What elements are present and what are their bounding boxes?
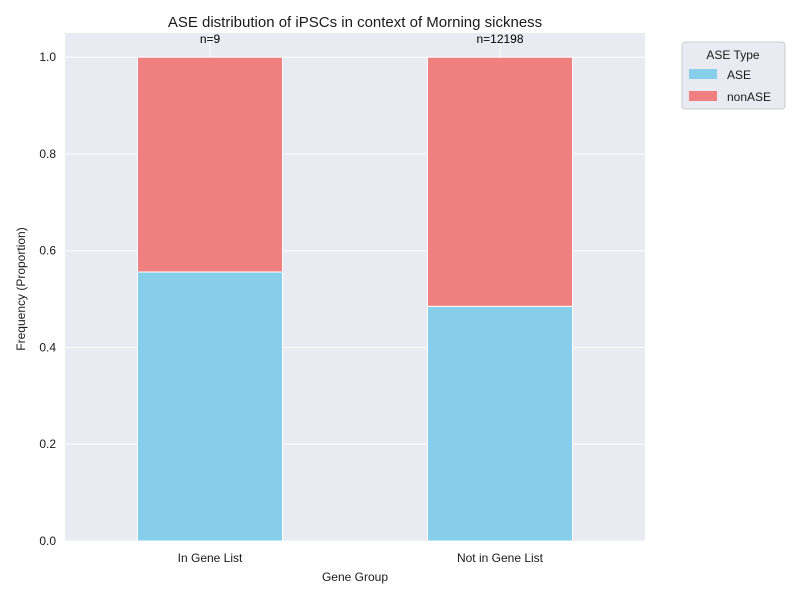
y-ticks: 0.0 0.2 0.4 0.6 0.8 1.0	[39, 50, 56, 548]
bar-nonase-1	[427, 56, 573, 307]
y-axis-label: Frequency (Proportion)	[14, 227, 28, 350]
legend-label-nonase: nonASE	[727, 90, 771, 104]
y-tick-label: 0.8	[39, 147, 56, 161]
x-axis-label: Gene Group	[322, 570, 388, 584]
legend-swatch-ase	[689, 69, 717, 79]
chart-title: ASE distribution of iPSCs in context of …	[168, 14, 542, 31]
legend-swatch-nonase	[689, 91, 717, 101]
x-ticks: In Gene List Not in Gene List	[178, 551, 544, 565]
y-tick-label: 0.4	[39, 340, 56, 354]
bar-ase-1	[427, 305, 573, 542]
bars	[137, 56, 573, 542]
x-tick-label: Not in Gene List	[457, 551, 544, 565]
sample-size-label: n=9	[200, 32, 221, 46]
legend: ASE Type ASE nonASE	[681, 41, 786, 110]
y-tick-label: 0.2	[39, 437, 56, 451]
legend-title: ASE Type	[706, 48, 759, 62]
bar-nonase-0	[137, 56, 283, 273]
y-tick-label: 1.0	[39, 50, 56, 64]
y-tick-label: 0.6	[39, 244, 56, 258]
legend-items: ASE nonASE	[689, 68, 771, 104]
legend-label-ase: ASE	[727, 68, 751, 82]
x-tick-label: In Gene List	[178, 551, 243, 565]
sample-size-label: n=12198	[476, 32, 523, 46]
annotations: n=9 n=12198	[200, 32, 524, 46]
y-tick-label: 0.0	[39, 534, 56, 548]
bar-ase-0	[137, 271, 283, 542]
